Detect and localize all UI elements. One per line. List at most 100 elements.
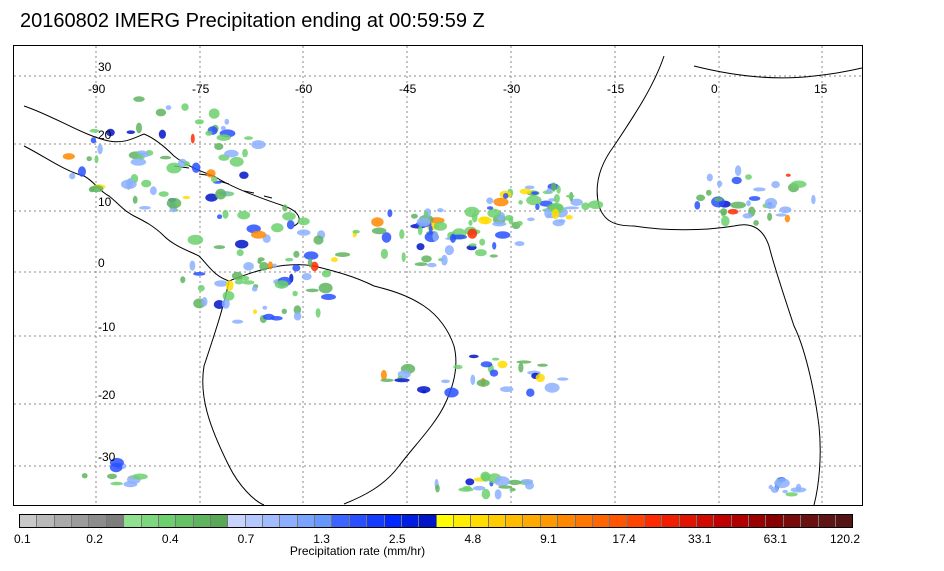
precipitation-cell (468, 219, 473, 226)
precipitation-cell (500, 386, 514, 393)
precipitation-cell (748, 196, 761, 201)
precipitation-cell (380, 248, 388, 259)
precipitation-cell (785, 173, 791, 177)
precipitation-cell (551, 182, 557, 192)
precipitation-cell (497, 360, 508, 369)
colorbar-swatch (523, 515, 541, 527)
precipitation-cell (321, 270, 332, 278)
precipitation-cell (435, 484, 440, 493)
precipitation-cell (730, 201, 746, 209)
colorbar-swatch (72, 515, 90, 527)
colorbar-swatch (176, 515, 194, 527)
precipitation-cell (150, 186, 157, 196)
colorbar-swatch (662, 515, 680, 527)
precipitation-cell (774, 478, 790, 489)
precipitation-cell (731, 176, 742, 185)
latitude-label: 10 (98, 195, 112, 209)
precipitation-cell (236, 249, 244, 257)
precipitation-cell (371, 227, 387, 235)
precipitation-cell (285, 257, 294, 262)
precipitation-cell (293, 250, 300, 258)
colorbar-tick-label: 0.1 (13, 532, 31, 546)
precipitation-cell (481, 488, 491, 500)
precipitation-cell (557, 377, 569, 381)
precipitation-cell (771, 181, 780, 189)
precipitation-cell (790, 180, 807, 188)
precipitation-cell (251, 286, 258, 292)
precipitation-cell (293, 311, 302, 321)
precipitation-cell (441, 254, 448, 266)
precipitation-cell (229, 156, 244, 167)
precipitation-cell (558, 219, 566, 223)
precipitation-cell (734, 165, 742, 177)
precipitation-cell (315, 308, 321, 318)
precipitation-cell (492, 357, 500, 361)
precipitation-cell (303, 251, 319, 260)
colorbar-tick-label: 17.4 (612, 532, 636, 546)
precipitation-cell (504, 215, 514, 221)
precipitation-cell (221, 299, 230, 309)
colorbar-tick-label: 120.2 (829, 532, 861, 546)
precipitation-cell (526, 388, 535, 397)
precipitation-cell (158, 129, 166, 139)
precipitation-cell (486, 197, 494, 204)
precipitation-cell (790, 487, 807, 493)
precipitation-cell (292, 264, 301, 272)
precipitation-cell (272, 263, 277, 269)
precipitation-cell (706, 173, 713, 182)
precipitation-cell (286, 220, 295, 230)
precipitation-cell (527, 217, 535, 222)
precipitation-cell (721, 215, 730, 227)
precipitation-cell (239, 171, 249, 179)
colorbar-swatch (158, 515, 177, 527)
latitude-label: -20 (98, 388, 116, 402)
precipitation-cell (564, 206, 580, 210)
precipitation-cell (165, 105, 172, 110)
colorbar-swatch (54, 515, 73, 527)
precipitation-cell (352, 229, 360, 234)
precipitation-cell (263, 313, 275, 320)
precipitation-cell (742, 213, 753, 219)
precipitation-cell (492, 221, 507, 227)
precipitation-cell (293, 305, 302, 315)
precipitation-cell (335, 252, 351, 257)
colorbar-tick-label: 2.5 (388, 532, 406, 546)
colorbar-tick-label: 9.1 (540, 532, 557, 546)
colorbar-swatch (332, 515, 350, 527)
precipitation-cell (727, 208, 739, 215)
precipitation-cell (433, 221, 447, 231)
precipitation-cell (706, 189, 712, 196)
precipitation-cell (401, 252, 406, 263)
precipitation-cell (297, 217, 310, 226)
precipitation-cell (301, 273, 312, 281)
precipitation-cell (197, 284, 205, 292)
precipitation-cell (450, 233, 456, 243)
precipitation-cell (86, 156, 92, 162)
colorbar-swatch (263, 515, 281, 527)
gulf-coast (23, 145, 165, 237)
precipitation-cell (581, 202, 590, 211)
precipitation-cell (90, 137, 97, 144)
precipitation-cell (259, 261, 269, 271)
precipitation-cell (271, 223, 284, 233)
precipitation-cell (411, 213, 418, 219)
precipitation-cell (237, 210, 251, 220)
precipitation-cell (481, 473, 491, 482)
precipitation-cells (62, 96, 816, 500)
precipitation-cell (214, 280, 229, 287)
longitude-label: 0 (711, 82, 718, 96)
precipitation-cell (88, 186, 95, 193)
colorbar-swatch (89, 515, 107, 527)
precipitation-cell (97, 144, 103, 155)
precipitation-cell (495, 231, 511, 239)
precipitation-cell (770, 486, 779, 493)
precipitation-cell (307, 258, 313, 268)
colorbar-swatch (20, 515, 38, 527)
precipitation-cell (107, 473, 117, 479)
precipitation-cell (132, 473, 148, 480)
precipitation-cell (556, 185, 561, 194)
precipitation-cell (509, 487, 516, 492)
precipitation-cell (416, 243, 425, 251)
precipitation-cell (518, 362, 524, 373)
colorbar-tick-label: 0.2 (86, 532, 103, 546)
